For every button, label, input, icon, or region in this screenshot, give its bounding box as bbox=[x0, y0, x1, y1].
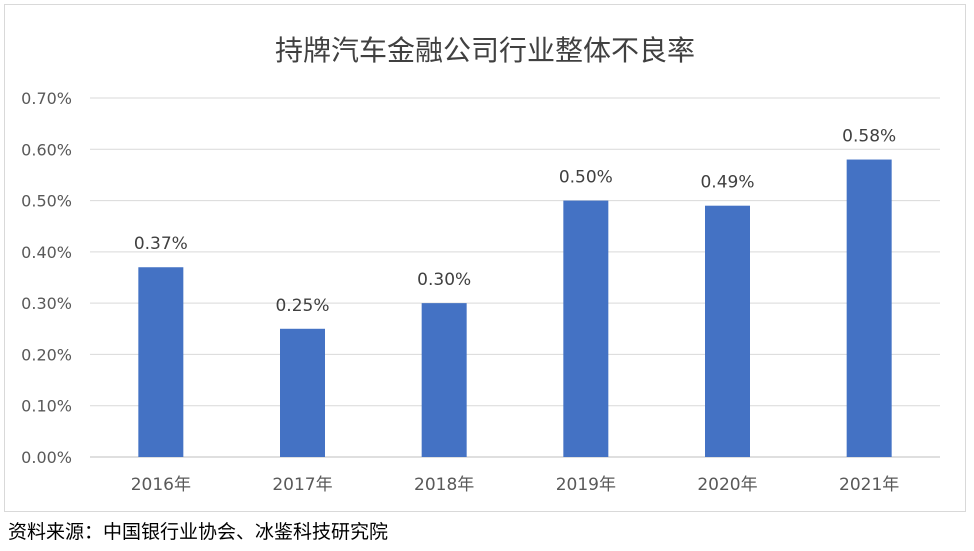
source-note: 资料来源：中国银行业协会、冰鉴科技研究院 bbox=[8, 521, 389, 543]
bar bbox=[846, 159, 892, 458]
bar bbox=[280, 328, 325, 457]
x-tick-label: 2021年 bbox=[839, 475, 899, 495]
data-label: 0.58% bbox=[842, 127, 896, 147]
y-tick-label: 0.00% bbox=[21, 448, 72, 467]
chart-title: 持牌汽车金融公司行业整体不良率 bbox=[274, 34, 695, 67]
y-tick-label: 0.10% bbox=[21, 397, 72, 416]
y-tick-label: 0.60% bbox=[21, 140, 72, 159]
x-tick-label: 2018年 bbox=[414, 475, 474, 495]
bar bbox=[138, 267, 184, 457]
data-label: 0.37% bbox=[134, 234, 188, 254]
data-label: 0.25% bbox=[275, 296, 329, 316]
y-tick-label: 0.20% bbox=[21, 345, 72, 364]
bar bbox=[563, 200, 609, 458]
data-label: 0.50% bbox=[559, 168, 613, 188]
x-tick-label: 2016年 bbox=[131, 475, 191, 495]
y-tick-label: 0.40% bbox=[21, 243, 72, 262]
bar bbox=[421, 303, 467, 457]
data-label: 0.49% bbox=[700, 173, 754, 193]
y-tick-label: 0.70% bbox=[21, 89, 72, 108]
bar bbox=[705, 205, 750, 457]
x-tick-label: 2017年 bbox=[272, 475, 332, 495]
data-label: 0.30% bbox=[417, 270, 471, 290]
y-tick-label: 0.30% bbox=[21, 294, 72, 313]
x-tick-label: 2019年 bbox=[556, 475, 616, 495]
x-tick-label: 2020年 bbox=[697, 475, 757, 495]
y-tick-label: 0.50% bbox=[21, 192, 72, 211]
